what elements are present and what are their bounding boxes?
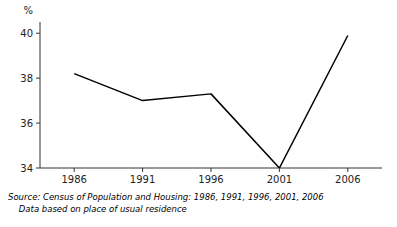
x-tick [279,168,280,172]
x-tick [347,168,348,172]
x-tick-label: 2001 [267,174,292,185]
data-line [74,35,348,168]
y-tick [36,168,40,169]
plot-area [74,35,348,168]
y-axis-line [40,22,41,168]
source-note: Source: Census of Population and Housing… [8,192,324,202]
y-tick [36,33,40,34]
y-axis-label: % [23,5,33,16]
y-tick [36,78,40,79]
y-tick-label: 38 [20,73,33,84]
y-tick [36,123,40,124]
source-note: Data based on place of usual residence [8,204,187,214]
chart-container: 34 36 38 40 1986 1991 1996 2001 2006% Source: Cen… [0,0,397,227]
y-tick-label: 40 [20,28,33,39]
x-tick-label: 1986 [61,174,86,185]
x-tick-label: 1991 [130,174,155,185]
x-tick-label: 1996 [198,174,223,185]
y-tick-label: 36 [20,118,33,129]
y-tick-label: 34 [20,163,33,174]
x-tick [211,168,212,172]
x-tick [74,168,75,172]
chart: 34 36 38 40 1986 1991 1996 2001 2006% Source: Cen… [0,0,397,227]
x-tick-label: 2006 [335,174,360,185]
x-tick [142,168,143,172]
